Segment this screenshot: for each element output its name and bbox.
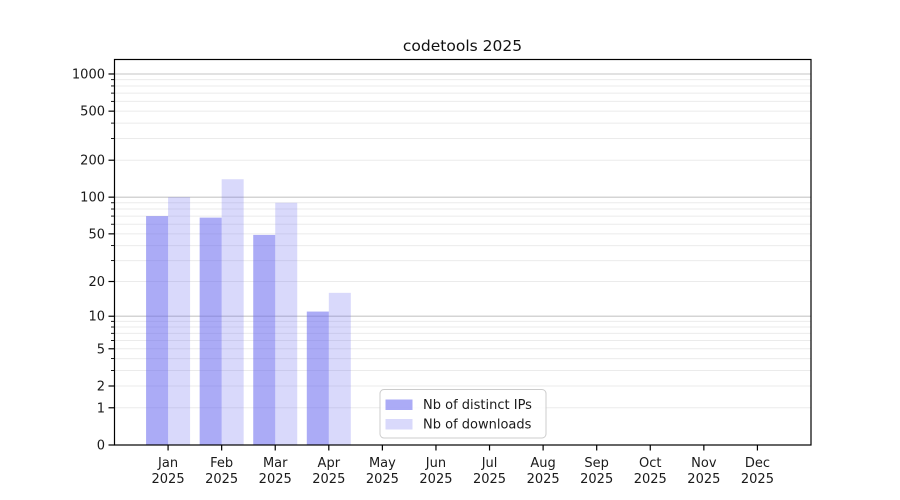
x-axis: Jan2025Feb2025Mar2025Apr2025May2025Jun20… (152, 445, 774, 487)
x-tick-label-year: 2025 (741, 472, 774, 487)
x-tick-label-month: May (369, 456, 396, 471)
x-tick-label-year: 2025 (366, 472, 399, 487)
x-tick-label-month: Apr (318, 456, 341, 471)
bar-nb-of-distinct-ips (199, 217, 222, 445)
y-tick-label: 200 (80, 154, 105, 169)
x-tick-label-month: Nov (691, 456, 717, 471)
bar-nb-of-downloads (221, 179, 244, 446)
x-tick-label-year: 2025 (473, 472, 506, 487)
x-tick-label-year: 2025 (580, 472, 613, 487)
gridlines (114, 73, 811, 409)
x-tick-label-year: 2025 (312, 472, 345, 487)
x-tick-label-month: Jan (157, 456, 178, 471)
x-tick-label-month: Feb (210, 456, 233, 471)
y-tick-label: 50 (88, 227, 105, 242)
bar-nb-of-distinct-ips (146, 216, 169, 445)
x-tick-label-month: Sep (584, 456, 609, 471)
legend-swatch (385, 399, 413, 410)
bar-nb-of-downloads (275, 202, 298, 445)
x-tick-label-month: Aug (530, 456, 555, 471)
y-tick-label: 5 (97, 342, 105, 357)
y-axis: 0 1 2 5 10 20 50 100 200 500 1000 (72, 67, 115, 454)
y-tick-label: 1000 (72, 67, 105, 82)
y-tick-label: 20 (88, 275, 105, 290)
legend: Nb of distinct IPs Nb of downloads (379, 389, 547, 439)
legend-swatch (385, 419, 413, 430)
x-tick-label-month: Dec (745, 456, 770, 471)
bar-nb-of-distinct-ips (253, 234, 276, 445)
x-tick-label-year: 2025 (687, 472, 720, 487)
y-tick-label: 0 (97, 439, 105, 454)
y-tick-label: 10 (88, 310, 105, 325)
legend-label: Nb of downloads (423, 418, 532, 433)
x-tick-label-year: 2025 (419, 472, 452, 487)
x-tick-label-month: Mar (263, 456, 288, 471)
y-tick-label: 1 (97, 401, 105, 416)
x-tick-label-month: Oct (639, 456, 661, 471)
bar-nb-of-distinct-ips (306, 311, 329, 445)
bars (146, 179, 351, 446)
legend-label: Nb of distinct IPs (423, 398, 532, 413)
x-tick-label-year: 2025 (527, 472, 560, 487)
x-tick-label-month: Jun (425, 456, 446, 471)
x-tick-label-year: 2025 (152, 472, 185, 487)
y-tick-label: 100 (80, 191, 105, 206)
y-tick-label: 500 (80, 105, 105, 120)
x-tick-label-year: 2025 (259, 472, 292, 487)
x-tick-label-month: Jul (481, 456, 498, 471)
chart-title: codetools 2025 (403, 37, 522, 55)
x-tick-label-year: 2025 (205, 472, 238, 487)
x-tick-label-year: 2025 (634, 472, 667, 487)
plot-border (113, 58, 812, 446)
y-tick-label: 2 (97, 380, 105, 395)
bar-nb-of-downloads (168, 197, 191, 445)
bar-nb-of-downloads (328, 292, 351, 445)
legend-box (379, 389, 547, 439)
